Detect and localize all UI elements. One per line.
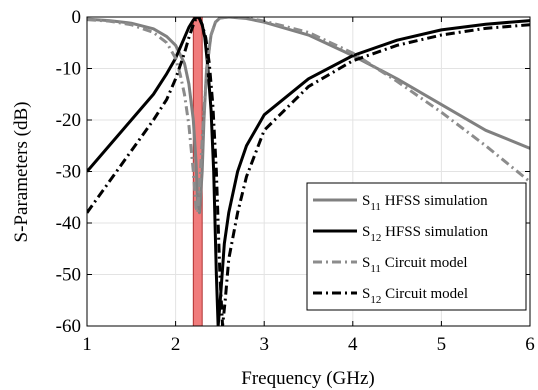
x-tick-label-5: 6 <box>525 334 535 355</box>
y-tick-label-2: -20 <box>56 110 81 131</box>
x-tick-label-2: 3 <box>259 334 269 355</box>
y-tick-label-0: 0 <box>72 7 82 28</box>
x-tick-label-3: 4 <box>348 334 358 355</box>
y-tick-label-1: -10 <box>56 59 81 80</box>
x-axis-title: Frequency (GHz) <box>241 368 374 389</box>
x-tick-label-1: 2 <box>171 334 181 355</box>
series-line-3 <box>87 17 530 215</box>
y-tick-label-3: -30 <box>56 162 81 183</box>
legend-box <box>306 182 527 311</box>
legend-label-2: S12 HFSS simulation <box>362 224 489 244</box>
y-tick-label-6: -60 <box>56 316 81 337</box>
tick-layer: 1 2 3 4 5 6 0 -10 -20 -30 -40 -50 -60 <box>56 7 535 355</box>
series-layer <box>87 17 530 326</box>
x-tick-label-0: 1 <box>82 334 92 355</box>
legend-label-1: S11 HFSS simulation <box>362 193 488 213</box>
y-axis-title: S-Parameters (dB) <box>11 102 32 243</box>
y-tick-label-5: -50 <box>56 265 81 286</box>
series-line-4 <box>87 17 530 326</box>
legend-label-3: S11 Circuit model <box>362 255 468 275</box>
legend: S11 HFSS simulation S12 HFSS simulation S1… <box>306 182 527 311</box>
x-tick-label-4: 5 <box>437 334 447 355</box>
y-tick-label-4: -40 <box>56 213 81 234</box>
legend-label-4: S12 Circuit model <box>362 286 468 306</box>
series-line-1 <box>87 17 530 215</box>
